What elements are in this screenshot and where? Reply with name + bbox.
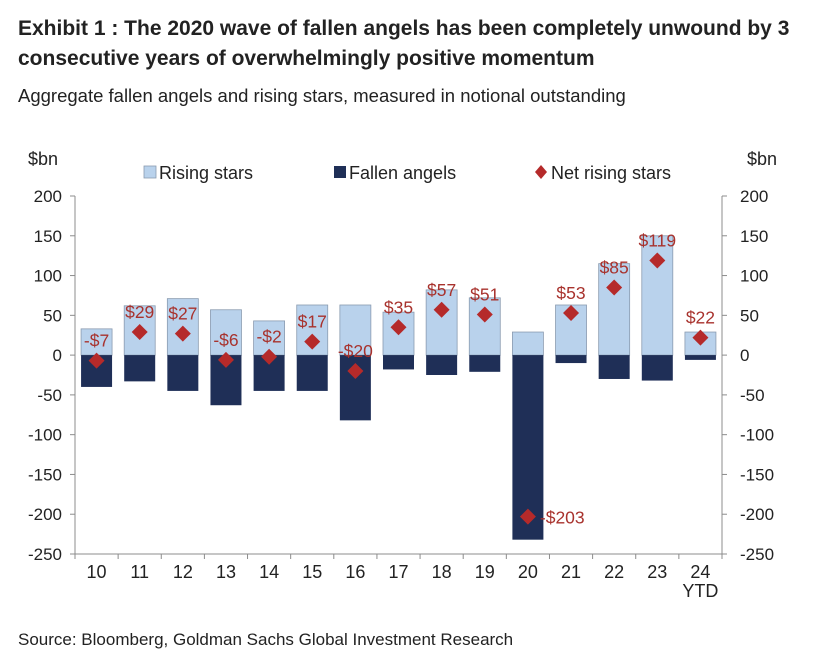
chart-subtitle: Aggregate fallen angels and rising stars…: [18, 85, 626, 106]
net-value-label: $27: [168, 304, 197, 324]
legend-rising-label: Rising stars: [159, 163, 253, 183]
chart: Rising stars Fallen angels Net rising st…: [28, 149, 777, 601]
y-tick-label-left: 50: [43, 306, 62, 325]
y-tick-label-right: 0: [740, 346, 749, 365]
legend-net-label: Net rising stars: [551, 163, 671, 183]
y-tick-label-right: -150: [740, 465, 774, 484]
x-tick-label: 24: [690, 562, 710, 582]
fallen-angels-bar: [426, 355, 458, 375]
net-value-label: $29: [125, 302, 154, 322]
y-tick-label-right: 200: [740, 187, 768, 206]
net-rising-stars-marker: [347, 363, 364, 380]
fallen-angels-bar: [124, 355, 156, 382]
net-rising-stars-marker: [304, 333, 321, 350]
x-tick-label: 11: [130, 562, 149, 582]
net-rising-stars-marker: [217, 351, 234, 368]
y-tick-label-right: -100: [740, 426, 774, 445]
x-tick-label: 21: [561, 562, 581, 582]
y-tick-label-left: 100: [34, 267, 62, 286]
net-value-label: $17: [298, 312, 327, 332]
net-value-label: $119: [638, 230, 676, 250]
fallen-angels-bar: [469, 355, 501, 372]
rising-stars-bar: [339, 304, 372, 356]
net-rising-stars-marker: [390, 319, 407, 336]
net-rising-stars-marker: [88, 352, 105, 369]
net-value-label: -$2: [256, 327, 281, 347]
net-rising-stars-marker: [476, 306, 493, 323]
y-tick-label-left: -100: [28, 426, 62, 445]
net-rising-stars-marker: [433, 301, 450, 318]
net-rising-stars-marker: [174, 325, 191, 342]
y-tick-label-right: -50: [740, 386, 765, 405]
rising-stars-bar: [210, 309, 242, 356]
net-value-label: -$203: [540, 508, 585, 528]
rising-stars-bar: [598, 263, 631, 356]
net-rising-stars-marker: [261, 348, 278, 365]
x-tick-label: 12: [173, 562, 193, 582]
rising-stars-bar: [512, 331, 544, 356]
net-value-label: $57: [427, 280, 456, 300]
left-axis-unit: $bn: [28, 149, 58, 169]
x-tick-label: 19: [475, 562, 495, 582]
net-rising-stars-marker: [519, 508, 536, 525]
rising-stars-bar: [468, 297, 501, 356]
plot-area: 200 200 150 150 100 100 50 50 0 0 -50 -50 -100 -100 -1…: [28, 187, 774, 601]
y-tick-label-left: 0: [53, 346, 62, 365]
fallen-angels-bar: [555, 355, 587, 364]
x-tick-label: 17: [388, 562, 408, 582]
legend-fallen-swatch: [334, 166, 346, 178]
net-rising-stars-marker: [692, 329, 709, 346]
rising-stars-bar: [80, 328, 113, 356]
x-tick-label: 14: [259, 562, 279, 582]
y-tick-label-right: 150: [740, 227, 768, 246]
fallen-angels-bar: [641, 355, 673, 381]
fallen-angels-bar: [598, 355, 630, 379]
net-value-label: $51: [470, 285, 499, 305]
x-tick-label: 20: [518, 562, 538, 582]
legend: Rising stars Fallen angels Net rising st…: [143, 163, 671, 183]
legend-fallen-label: Fallen angels: [349, 163, 456, 183]
y-tick-label-right: -200: [740, 505, 774, 524]
net-rising-stars-marker: [649, 252, 666, 269]
net-value-label: -$20: [338, 341, 373, 361]
x-tick-label: 22: [604, 562, 624, 582]
net-value-label: $22: [686, 308, 715, 328]
fallen-angels-bar: [296, 355, 328, 391]
net-rising-stars-marker: [131, 324, 148, 341]
y-tick-label-right: 50: [740, 306, 759, 325]
y-tick-label-right: 100: [740, 267, 768, 286]
legend-rising-swatch: [143, 165, 157, 179]
net-value-label: -$6: [213, 330, 238, 350]
net-rising-stars-marker: [563, 304, 580, 321]
y-tick-label-left: -200: [28, 505, 62, 524]
net-value-label: -$7: [84, 331, 109, 351]
fallen-angels-bar: [684, 355, 716, 360]
source-note: Source: Bloomberg, Goldman Sachs Global …: [18, 630, 514, 649]
net-value-label: $85: [600, 257, 629, 277]
y-tick-label-left: 150: [34, 227, 62, 246]
net-rising-stars-marker: [606, 279, 623, 296]
y-tick-label-right: -250: [740, 545, 774, 564]
x-tick-label: YTD: [682, 581, 718, 601]
y-tick-label-left: -50: [37, 386, 62, 405]
net-value-label: $53: [556, 283, 585, 303]
y-tick-label-left: 200: [34, 187, 62, 206]
fallen-angels-bar: [167, 355, 199, 391]
x-tick-label: 10: [87, 562, 107, 582]
y-tick-label-left: -150: [28, 465, 62, 484]
net-value-label: $35: [384, 297, 413, 317]
x-tick-label: 13: [216, 562, 236, 582]
fallen-angels-bar: [383, 355, 414, 370]
legend-net-marker: [535, 165, 547, 179]
x-tick-label: 18: [432, 562, 452, 582]
y-tick-label-left: -250: [28, 545, 62, 564]
right-axis-unit: $bn: [747, 149, 777, 169]
rising-stars-bar: [425, 289, 458, 356]
x-tick-label: 15: [302, 562, 322, 582]
x-tick-label: 16: [345, 562, 365, 582]
chart-title: Exhibit 1 : The 2020 wave of fallen ange…: [18, 17, 790, 70]
x-tick-label: 23: [647, 562, 667, 582]
